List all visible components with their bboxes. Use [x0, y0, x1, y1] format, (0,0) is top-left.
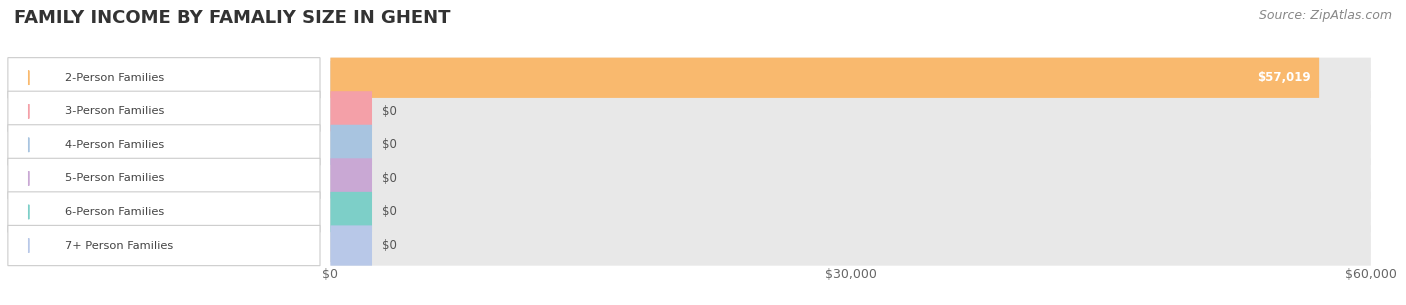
Text: 3-Person Families: 3-Person Families [65, 106, 165, 116]
FancyBboxPatch shape [8, 158, 321, 199]
Text: 4-Person Families: 4-Person Families [65, 140, 165, 150]
Text: 7+ Person Families: 7+ Person Families [65, 241, 173, 250]
FancyBboxPatch shape [330, 225, 373, 266]
FancyBboxPatch shape [330, 125, 1371, 165]
FancyBboxPatch shape [330, 192, 373, 232]
FancyBboxPatch shape [8, 225, 321, 266]
FancyBboxPatch shape [330, 58, 1319, 98]
FancyBboxPatch shape [330, 158, 1371, 199]
Text: FAMILY INCOME BY FAMALIY SIZE IN GHENT: FAMILY INCOME BY FAMALIY SIZE IN GHENT [14, 9, 450, 27]
FancyBboxPatch shape [330, 225, 1371, 266]
FancyBboxPatch shape [8, 192, 321, 232]
Text: Source: ZipAtlas.com: Source: ZipAtlas.com [1258, 9, 1392, 22]
Text: 2-Person Families: 2-Person Families [65, 73, 165, 83]
FancyBboxPatch shape [8, 91, 321, 131]
Text: $0: $0 [382, 206, 398, 218]
FancyBboxPatch shape [330, 125, 373, 165]
FancyBboxPatch shape [330, 158, 373, 199]
FancyBboxPatch shape [8, 58, 321, 98]
FancyBboxPatch shape [330, 91, 373, 131]
Text: $0: $0 [382, 138, 398, 151]
Text: $0: $0 [382, 105, 398, 118]
Text: 5-Person Families: 5-Person Families [65, 174, 165, 183]
FancyBboxPatch shape [8, 125, 321, 165]
Text: $57,019: $57,019 [1257, 71, 1310, 84]
Text: $0: $0 [382, 172, 398, 185]
Text: $0: $0 [382, 239, 398, 252]
FancyBboxPatch shape [330, 91, 1371, 131]
FancyBboxPatch shape [330, 192, 1371, 232]
FancyBboxPatch shape [330, 58, 1371, 98]
Text: 6-Person Families: 6-Person Families [65, 207, 165, 217]
